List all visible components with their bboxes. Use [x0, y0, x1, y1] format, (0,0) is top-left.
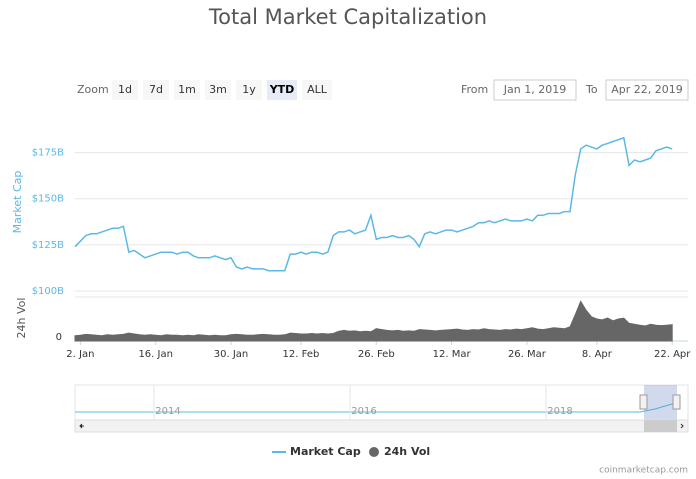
y-tick-label: $125B [32, 240, 64, 251]
y-axis-title: Market Cap [11, 171, 24, 234]
zoom-button-label[interactable]: 3m [209, 83, 227, 96]
to-label: To [585, 83, 598, 96]
zoom-button-label[interactable]: ALL [307, 83, 328, 96]
navigator-label: 2018 [547, 406, 572, 417]
legend-label[interactable]: 24h Vol [384, 445, 430, 458]
x-tick-label: 16. Jan [138, 349, 173, 360]
scrollbar[interactable] [74, 419, 689, 433]
zoom-label: Zoom [77, 83, 109, 96]
market-cap-line [74, 136, 673, 272]
zoom-button[interactable] [143, 80, 169, 100]
from-input[interactable] [493, 79, 577, 101]
navigator-handle[interactable] [672, 394, 681, 410]
zoom-button[interactable] [236, 80, 262, 100]
navigator-label: 2016 [351, 406, 376, 417]
x-tick-label: 12. Mar [433, 349, 472, 360]
from-value[interactable]: Jan 1, 2019 [503, 83, 566, 96]
x-tick-label: 8. Apr [582, 349, 613, 360]
scrollbar-thumb[interactable] [644, 420, 677, 432]
x-tick-label: 30. Jan [214, 349, 249, 360]
x-tick-label: 12. Feb [283, 349, 320, 360]
credit: coinmarketcap.com [599, 466, 688, 476]
navigator-label: 2014 [155, 406, 180, 417]
y-tick-label: $175B [32, 148, 64, 159]
legend-symbol[interactable] [369, 447, 379, 457]
zoom-button-label[interactable]: YTD [269, 83, 295, 96]
legend-label[interactable]: Market Cap [290, 445, 361, 458]
navigator-selection[interactable] [644, 385, 677, 420]
zoom-button[interactable] [267, 80, 297, 100]
y2-tick-label: 0 [56, 332, 62, 343]
zoom-button[interactable] [112, 80, 138, 100]
y-tick-label: $100B [32, 286, 64, 297]
to-input[interactable] [605, 79, 689, 101]
y2-axis-title: 24h Vol [15, 298, 28, 339]
x-tick-label: 22. Apr [654, 349, 691, 360]
zoom-button-label[interactable]: 1m [178, 83, 196, 96]
zoom-button[interactable] [174, 80, 200, 100]
to-value[interactable]: Apr 22, 2019 [611, 83, 683, 96]
x-tick-label: 26. Mar [508, 349, 547, 360]
chart-title: Total Market Capitalization [208, 5, 487, 29]
zoom-button-label[interactable]: 1d [118, 83, 132, 96]
x-tick-label: 26. Feb [358, 349, 395, 360]
zoom-button[interactable] [205, 80, 231, 100]
navigator-handle[interactable] [639, 394, 648, 410]
y-tick-label: $150B [32, 194, 64, 205]
zoom-button-label[interactable]: 1y [242, 83, 256, 96]
zoom-button-label[interactable]: 7d [149, 83, 163, 96]
x-tick-label: 2. Jan [66, 349, 94, 360]
scroll-right[interactable] [680, 423, 684, 429]
scroll-left[interactable] [79, 423, 84, 429]
zoom-button[interactable] [302, 80, 332, 100]
from-label: From [461, 83, 488, 96]
volume-area [74, 300, 673, 342]
